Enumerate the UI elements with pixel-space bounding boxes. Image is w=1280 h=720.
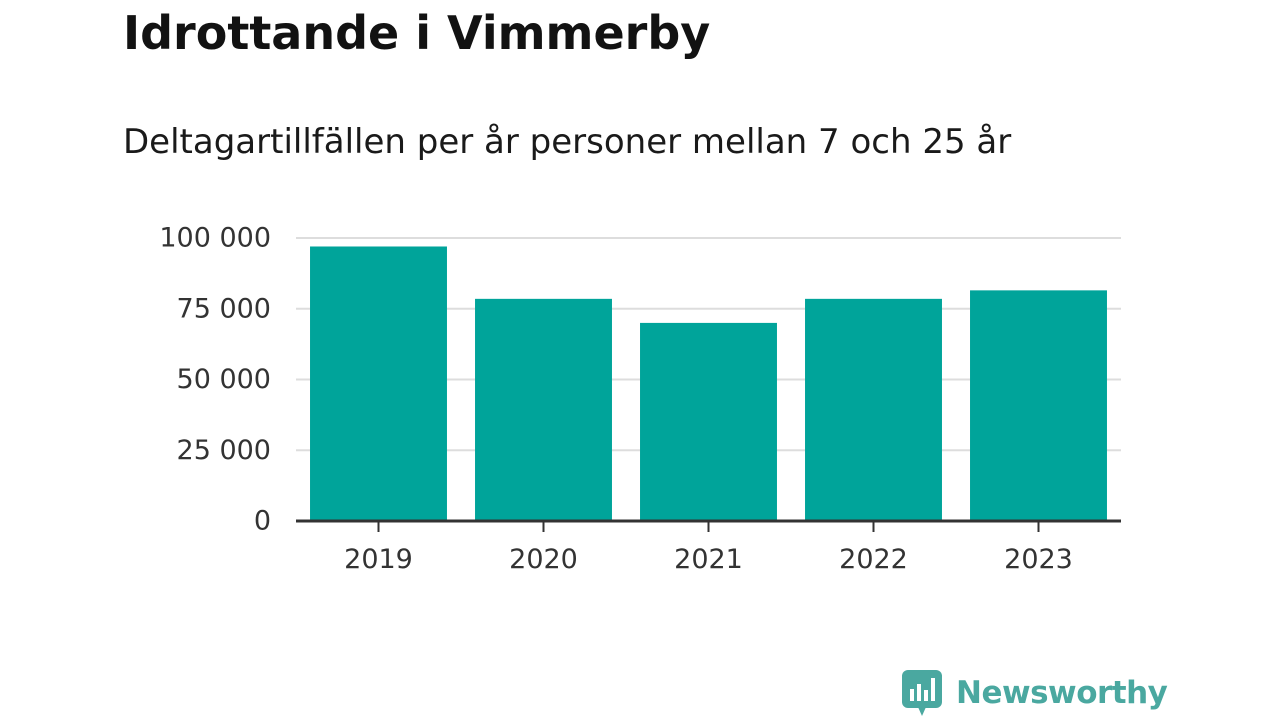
y-axis-tick-labels: 0 25 000 50 000 75 000 100 000 [159,223,271,537]
y-tick-label: 100 000 [159,223,271,254]
x-axis [296,519,1121,532]
x-tick-label: 2020 [509,544,578,575]
x-tick-label: 2023 [1004,544,1073,575]
x-tick-label: 2022 [839,544,908,575]
x-axis-tick-labels: 2019 2020 2021 2022 2023 [344,544,1073,575]
x-tick-label: 2021 [674,544,743,575]
y-tick-label: 50 000 [177,364,271,395]
bar-2022 [805,298,942,521]
brand-name: Newsworthy [956,675,1168,711]
y-tick-label: 25 000 [177,435,271,466]
newsworthy-logo: Newsworthy [902,670,1168,716]
y-tick-label: 75 000 [177,293,271,324]
newsworthy-logo-icon [902,670,942,716]
bar-2020 [475,298,612,521]
bar-2023 [970,290,1107,521]
y-tick-label: 0 [254,506,271,537]
chart-title: Idrottande i Vimmerby [123,6,711,60]
bars [310,246,1107,522]
bar-2019 [310,246,447,522]
x-tick-label: 2019 [344,544,413,575]
bar-2021 [640,322,777,521]
chart-subtitle: Deltagartillfällen per år personer mella… [123,122,1012,162]
